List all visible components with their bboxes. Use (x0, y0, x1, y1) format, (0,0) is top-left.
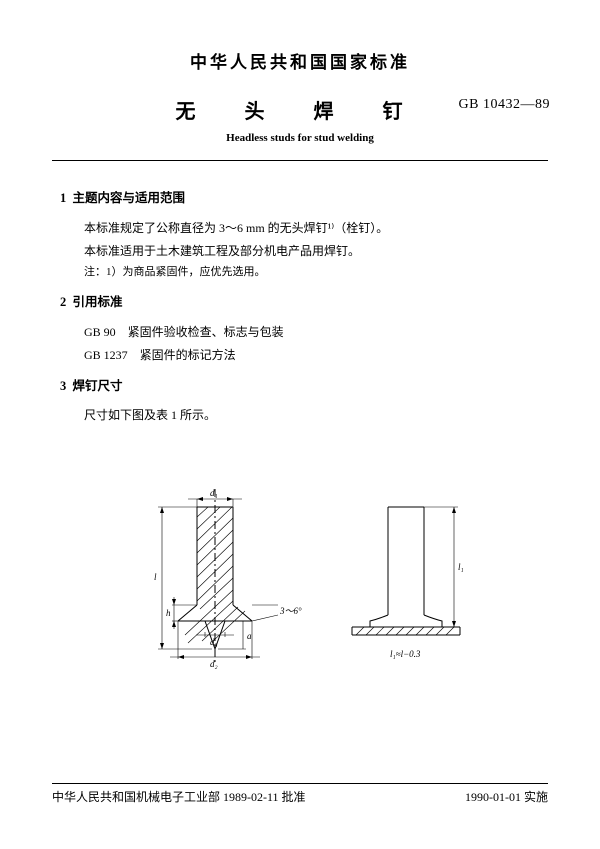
section-1-heading: 1 主题内容与适用范围 (60, 187, 540, 211)
label-relation: l₁≈l−0.3 (390, 649, 421, 659)
label-d1: d₁ (210, 488, 218, 498)
footer-right: 1990-01-01 实施 (465, 788, 548, 805)
footer-left: 中华人民共和国机械电子工业部 1989-02-11 批准 (52, 788, 306, 805)
diagram-area: 3～6° d₁ l h (60, 477, 540, 707)
label-angle: 3～6° (279, 606, 302, 616)
footer: 中华人民共和国机械电子工业部 1989-02-11 批准 1990-01-01 … (52, 783, 548, 805)
content-body: 1 主题内容与适用范围 本标准规定了公称直径为 3～6 mm 的无头焊钉¹⁾（栓… (60, 161, 540, 707)
label-d3: d₃ (210, 637, 218, 647)
section-2-heading: 2 引用标准 (60, 291, 540, 315)
footer-row: 中华人民共和国机械电子工业部 1989-02-11 批准 1990-01-01 … (52, 788, 548, 805)
s1-line1: 本标准规定了公称直径为 3～6 mm 的无头焊钉¹⁾（栓钉）。 (84, 217, 540, 240)
sec-title: 引用标准 (73, 295, 123, 309)
s2-ref2: GB 1237 紧固件的标记方法 (84, 344, 540, 367)
country-title: 中华人民共和国国家标准 (60, 48, 540, 73)
sec-num: 1 (60, 191, 66, 205)
stud-diagram: 3～6° d₁ l h (100, 477, 520, 687)
label-h: h (166, 608, 171, 618)
s2-ref1: GB 90 紧固件验收检查、标志与包装 (84, 321, 540, 344)
document-header: 中华人民共和国国家标准 无 头 焊 钉 GB 10432—89 Headless… (60, 48, 540, 161)
sec-title: 焊钉尺寸 (73, 379, 123, 393)
en-title: Headless studs for stud welding (60, 132, 540, 144)
label-l1: l₁ (458, 562, 464, 572)
sec-title: 主题内容与适用范围 (73, 191, 186, 205)
label-d2: d₂ (210, 659, 218, 669)
sec-num: 3 (60, 379, 66, 393)
s1-note: 注：1）为商品紧固件，应优先选用。 (84, 262, 540, 283)
s1-line2: 本标准适用于土木建筑工程及部分机电产品用焊钉。 (84, 240, 540, 263)
label-l: l (154, 572, 157, 582)
section-3-heading: 3 焊钉尺寸 (60, 375, 540, 399)
footer-rule (52, 783, 548, 784)
s3-line1: 尺寸如下图及表 1 所示。 (84, 404, 540, 427)
sec-num: 2 (60, 295, 66, 309)
label-a: a (247, 631, 252, 641)
standard-code: GB 10432—89 (459, 97, 550, 113)
cn-title: 无 头 焊 钉 (176, 95, 425, 124)
title-row: 无 头 焊 钉 GB 10432—89 (60, 95, 540, 124)
